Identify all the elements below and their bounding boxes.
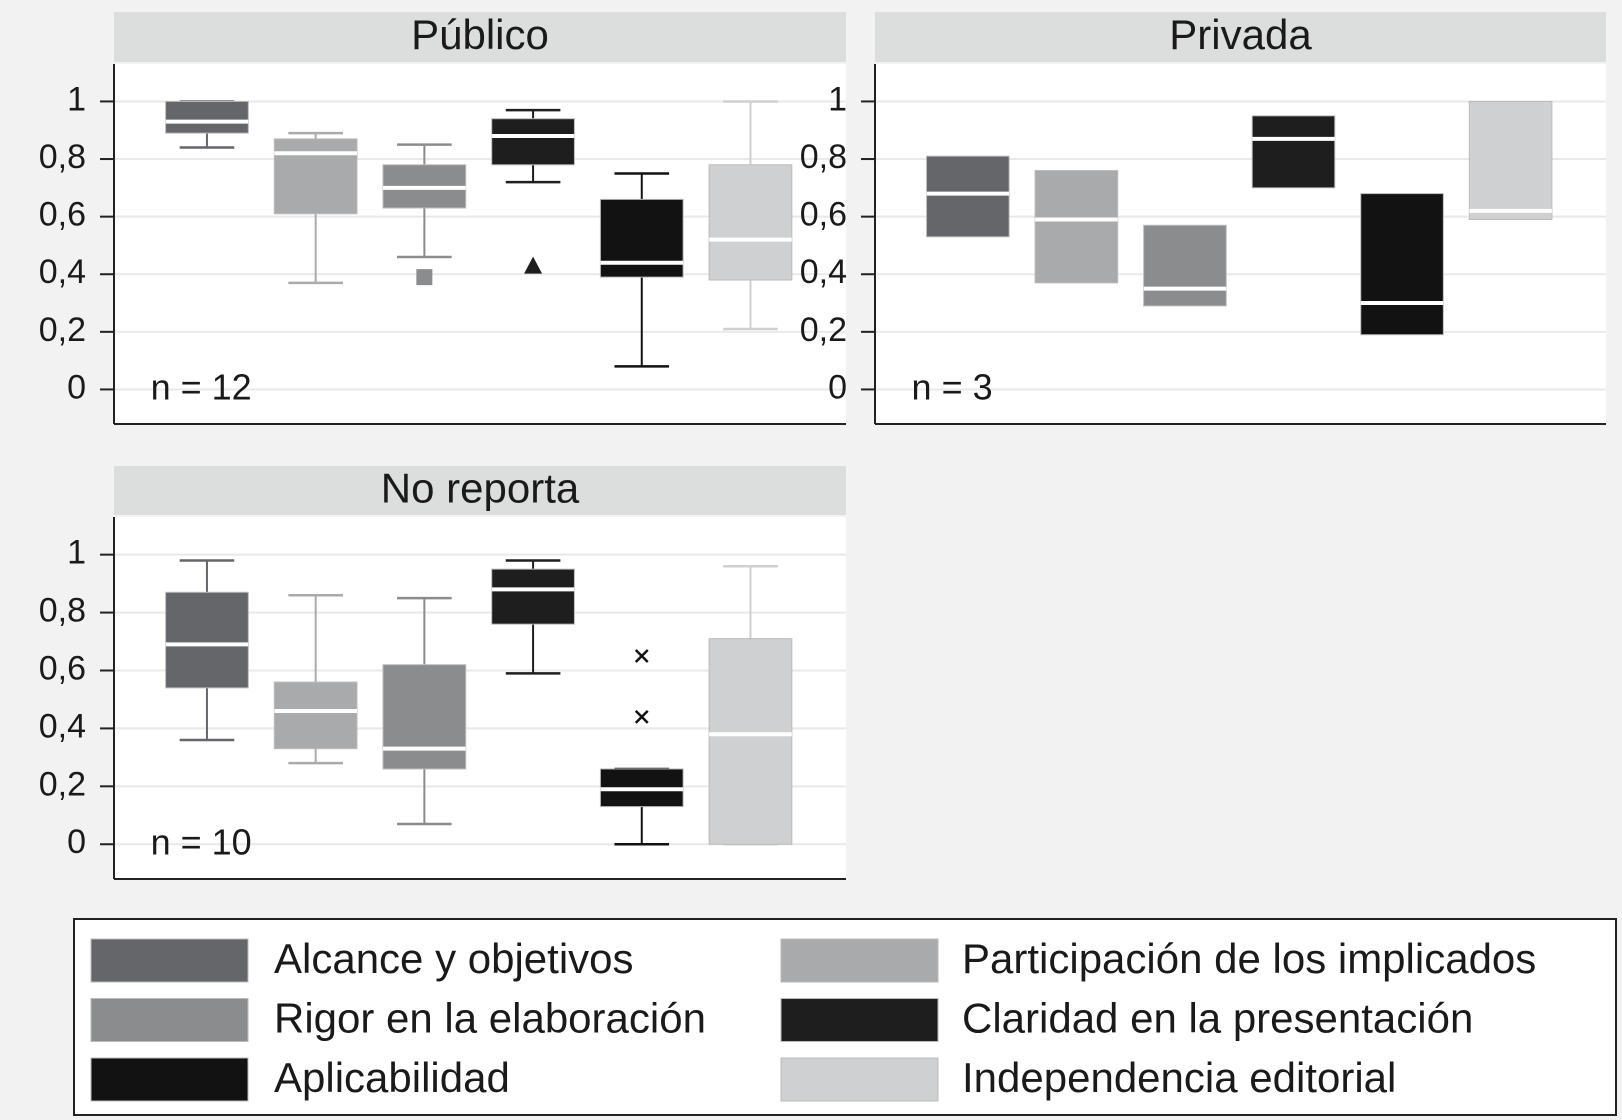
legend-label: Alcance y objetivos xyxy=(274,935,634,982)
y-tick-label: 0,8 xyxy=(39,592,86,630)
y-tick-label: 0 xyxy=(828,368,847,406)
legend-label: Independencia editorial xyxy=(962,1054,1396,1101)
outlier xyxy=(524,256,543,274)
panel-header xyxy=(114,466,846,515)
sample-size: n = 10 xyxy=(151,822,252,863)
box xyxy=(1034,170,1119,284)
box xyxy=(708,638,793,845)
box xyxy=(491,118,575,166)
box xyxy=(165,591,249,689)
panel-header xyxy=(114,12,846,62)
y-tick-label: 1 xyxy=(67,80,86,118)
panel-title: Privada xyxy=(1169,11,1312,58)
box xyxy=(491,568,575,625)
box xyxy=(926,155,1010,238)
panel-header xyxy=(875,12,1606,62)
y-tick-label: 0 xyxy=(67,368,86,406)
box xyxy=(1360,193,1444,336)
sample-size: n = 3 xyxy=(912,367,993,408)
legend-label: Rigor en la elaboración xyxy=(274,995,706,1042)
y-tick-label: 0,4 xyxy=(800,253,847,291)
panel-title: Público xyxy=(411,11,549,58)
y-tick-label: 0 xyxy=(67,823,86,861)
box xyxy=(599,198,684,278)
y-tick-label: 0,4 xyxy=(39,707,86,745)
legend-swatch xyxy=(90,1057,249,1102)
legend-label: Aplicabilidad xyxy=(274,1054,510,1101)
legend-swatch xyxy=(780,1057,939,1102)
y-tick-label: 0,2 xyxy=(800,311,847,349)
legend-swatch xyxy=(90,998,249,1042)
panel-title: No reporta xyxy=(381,465,580,512)
y-tick-label: 1 xyxy=(67,534,86,572)
box xyxy=(1468,100,1553,221)
box xyxy=(273,138,358,215)
legend-swatch xyxy=(780,938,939,983)
legend-swatch xyxy=(780,998,939,1042)
legend-label: Claridad en la presentación xyxy=(962,995,1473,1042)
box xyxy=(165,100,249,134)
box xyxy=(1143,224,1227,307)
outlier xyxy=(416,269,433,286)
y-tick-label: 0,6 xyxy=(800,196,847,234)
outlier xyxy=(634,709,649,724)
y-tick-label: 0,8 xyxy=(39,138,86,176)
box xyxy=(1251,115,1336,189)
y-tick-label: 1 xyxy=(828,80,847,118)
legend-label: Participación de los implicados xyxy=(962,935,1536,982)
box xyxy=(708,164,793,281)
y-tick-label: 0,2 xyxy=(39,311,86,349)
sample-size: n = 12 xyxy=(151,367,252,408)
y-tick-label: 0,8 xyxy=(800,138,847,176)
y-tick-label: 0,6 xyxy=(39,649,86,687)
y-tick-label: 0,4 xyxy=(39,253,86,291)
box xyxy=(382,664,467,770)
y-tick-label: 0,2 xyxy=(39,765,86,803)
box xyxy=(273,681,358,750)
legend-swatch xyxy=(90,938,249,983)
y-tick-label: 0,6 xyxy=(39,196,86,234)
outlier xyxy=(634,649,649,663)
